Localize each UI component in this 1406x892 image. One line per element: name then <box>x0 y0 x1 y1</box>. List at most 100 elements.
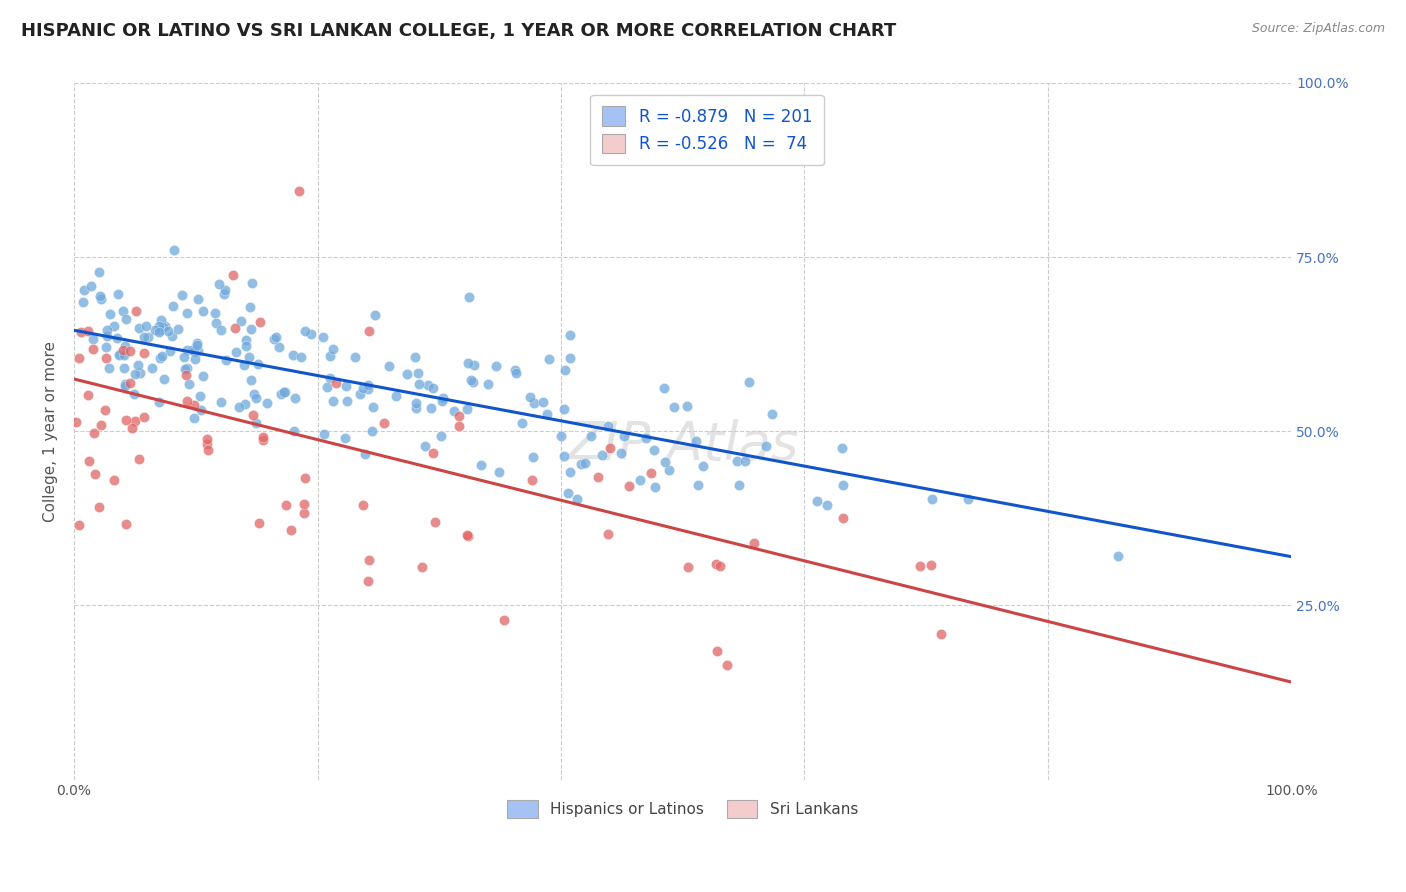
Point <box>188 389 211 403</box>
Point <box>505 366 527 380</box>
Point <box>456 401 478 416</box>
Point <box>103 473 125 487</box>
Point <box>591 448 613 462</box>
Point <box>569 457 592 471</box>
Point <box>283 424 305 438</box>
Point <box>581 429 603 443</box>
Point <box>245 416 267 430</box>
Point <box>263 332 285 346</box>
Point <box>150 350 173 364</box>
Point <box>163 244 186 258</box>
Point <box>208 277 231 291</box>
Point <box>120 343 142 358</box>
Point <box>921 491 943 506</box>
Point <box>457 529 479 543</box>
Point <box>108 348 131 362</box>
Point <box>325 376 347 390</box>
Point <box>357 324 380 338</box>
Point <box>588 469 610 483</box>
Point <box>135 318 157 333</box>
Point <box>292 497 315 511</box>
Point <box>96 329 118 343</box>
Point <box>558 465 581 479</box>
Point <box>143 323 166 337</box>
Point <box>273 385 295 400</box>
Point <box>73 283 96 297</box>
Point <box>520 474 543 488</box>
Point <box>159 344 181 359</box>
Point <box>214 283 236 297</box>
Point <box>134 330 156 344</box>
Point <box>94 340 117 354</box>
Point <box>174 368 197 382</box>
Point <box>238 350 260 364</box>
Point <box>156 324 179 338</box>
Point <box>447 409 470 423</box>
Point <box>110 347 132 361</box>
Point <box>197 443 219 458</box>
Point <box>599 441 621 455</box>
Point <box>209 395 232 409</box>
Point <box>662 401 685 415</box>
Point <box>470 458 492 473</box>
Point <box>658 463 681 477</box>
Point <box>82 342 104 356</box>
Point <box>357 383 380 397</box>
Point <box>422 445 444 459</box>
Point <box>357 574 380 589</box>
Point <box>84 467 107 481</box>
Point <box>103 319 125 334</box>
Point <box>247 516 270 530</box>
Point <box>538 351 561 366</box>
Point <box>269 340 291 354</box>
Point <box>176 343 198 357</box>
Point <box>270 387 292 401</box>
Point <box>240 277 263 291</box>
Point <box>430 429 453 443</box>
Point <box>114 339 136 353</box>
Point <box>553 402 575 417</box>
Point <box>463 359 485 373</box>
Point <box>1107 549 1129 563</box>
Point <box>352 380 374 394</box>
Point <box>709 559 731 574</box>
Point <box>235 339 257 353</box>
Point <box>212 287 235 301</box>
Point <box>162 299 184 313</box>
Point <box>318 349 340 363</box>
Point <box>815 498 838 512</box>
Point <box>558 327 581 342</box>
Point <box>149 351 172 366</box>
Point <box>280 523 302 537</box>
Point <box>160 329 183 343</box>
Point <box>83 425 105 440</box>
Point <box>114 379 136 393</box>
Point <box>598 418 620 433</box>
Point <box>107 286 129 301</box>
Point <box>312 330 335 344</box>
Point <box>406 366 429 380</box>
Point <box>292 506 315 520</box>
Point <box>349 386 371 401</box>
Point <box>432 394 454 409</box>
Point <box>734 454 756 468</box>
Point <box>558 351 581 366</box>
Point <box>458 290 481 304</box>
Point <box>640 466 662 480</box>
Point <box>288 184 311 198</box>
Point <box>294 324 316 338</box>
Point <box>550 429 572 443</box>
Point <box>97 361 120 376</box>
Point <box>129 366 152 380</box>
Point <box>416 377 439 392</box>
Point <box>242 387 264 401</box>
Point <box>122 387 145 401</box>
Point <box>127 358 149 372</box>
Point <box>283 348 305 362</box>
Point <box>176 361 198 376</box>
Point <box>422 381 444 395</box>
Point <box>233 396 256 410</box>
Point <box>94 351 117 366</box>
Point <box>195 432 218 446</box>
Point <box>115 517 138 532</box>
